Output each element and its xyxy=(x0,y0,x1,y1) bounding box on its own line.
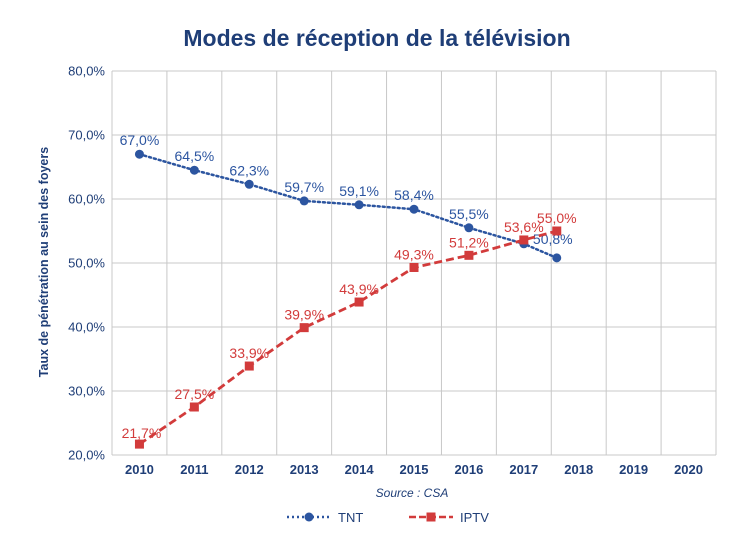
x-tick-label: 2013 xyxy=(290,462,319,477)
legend-marker-iptv xyxy=(426,512,436,522)
point-tnt xyxy=(244,179,254,189)
x-tick-label: 2010 xyxy=(125,462,154,477)
point-tnt xyxy=(464,223,474,233)
data-label-iptv: 27,5% xyxy=(175,386,215,402)
point-iptv xyxy=(464,250,474,260)
x-tick-label: 2017 xyxy=(509,462,538,477)
point-iptv xyxy=(519,235,529,245)
point-iptv xyxy=(299,323,309,333)
point-tnt xyxy=(189,165,199,175)
grid xyxy=(111,70,717,456)
x-tick-label: 2011 xyxy=(180,462,208,477)
y-tick-label: 80,0% xyxy=(68,64,105,79)
point-iptv xyxy=(552,226,562,236)
data-label-iptv: 49,3% xyxy=(394,246,434,262)
x-axis-ticks: 2010 2011 2012 2013 2014 2015 2016 2017 2018 2019… xyxy=(125,462,703,477)
data-label-iptv: 39,9% xyxy=(284,307,324,323)
data-label-iptv: 53,6% xyxy=(504,219,544,235)
data-label-iptv: 51,2% xyxy=(449,234,489,250)
legend-label-tnt: TNT xyxy=(338,510,363,525)
data-label-tnt: 59,7% xyxy=(284,179,324,195)
legend: TNT IPTV xyxy=(287,510,489,525)
x-tick-label: 2015 xyxy=(400,462,429,477)
point-tnt xyxy=(354,200,364,210)
y-tick-label: 40,0% xyxy=(68,320,105,335)
x-tick-label: 2016 xyxy=(454,462,483,477)
x-tick-label: 2019 xyxy=(619,462,648,477)
series-line-iptv xyxy=(138,229,558,446)
source-note: Source : CSA xyxy=(376,486,449,500)
y-tick-label: 30,0% xyxy=(68,384,105,399)
y-tick-label: 60,0% xyxy=(68,192,105,207)
point-tnt xyxy=(409,204,419,214)
point-tnt xyxy=(299,196,309,206)
y-axis-ticks: 20,0% 30,0% 40,0% 50,0% 60,0% 70,0% 80,0% xyxy=(68,64,105,463)
series-line-tnt xyxy=(138,152,559,260)
y-tick-label: 70,0% xyxy=(68,128,105,143)
point-tnt xyxy=(134,149,144,159)
data-label-iptv: 43,9% xyxy=(339,281,379,297)
x-tick-label: 2018 xyxy=(564,462,593,477)
point-tnt xyxy=(552,253,562,263)
series-layer: 67,0%64,5%62,3%59,7% 59,1% 58,4%55,5%50,8%… xyxy=(120,132,577,449)
data-label-tnt: 64,5% xyxy=(175,148,215,164)
data-label-iptv: 33,9% xyxy=(229,345,269,361)
point-iptv xyxy=(134,439,144,449)
data-label-tnt: 55,5% xyxy=(449,206,489,222)
data-label-tnt: 62,3% xyxy=(229,162,269,178)
legend-marker-tnt xyxy=(304,512,314,522)
data-label-tnt: 67,0% xyxy=(120,132,160,148)
x-tick-label: 2014 xyxy=(345,462,375,477)
point-iptv xyxy=(354,297,364,307)
data-label-tnt: 58,4% xyxy=(394,187,434,203)
legend-label-iptv: IPTV xyxy=(460,510,489,525)
x-tick-label: 2020 xyxy=(674,462,703,477)
x-tick-label: 2012 xyxy=(235,462,264,477)
y-tick-label: 20,0% xyxy=(68,448,105,463)
y-axis-label: Taux de pénétration au sein des foyers xyxy=(37,147,51,377)
point-iptv xyxy=(409,262,419,272)
point-iptv xyxy=(189,402,199,412)
y-tick-label: 50,0% xyxy=(68,256,105,271)
data-label-iptv: 21,7% xyxy=(122,425,162,441)
point-iptv xyxy=(244,361,254,371)
data-label-tnt: 59,1% xyxy=(339,183,379,199)
chart-title: Modes de réception de la télévision xyxy=(183,25,570,51)
data-label-iptv: 55,0% xyxy=(537,210,577,226)
